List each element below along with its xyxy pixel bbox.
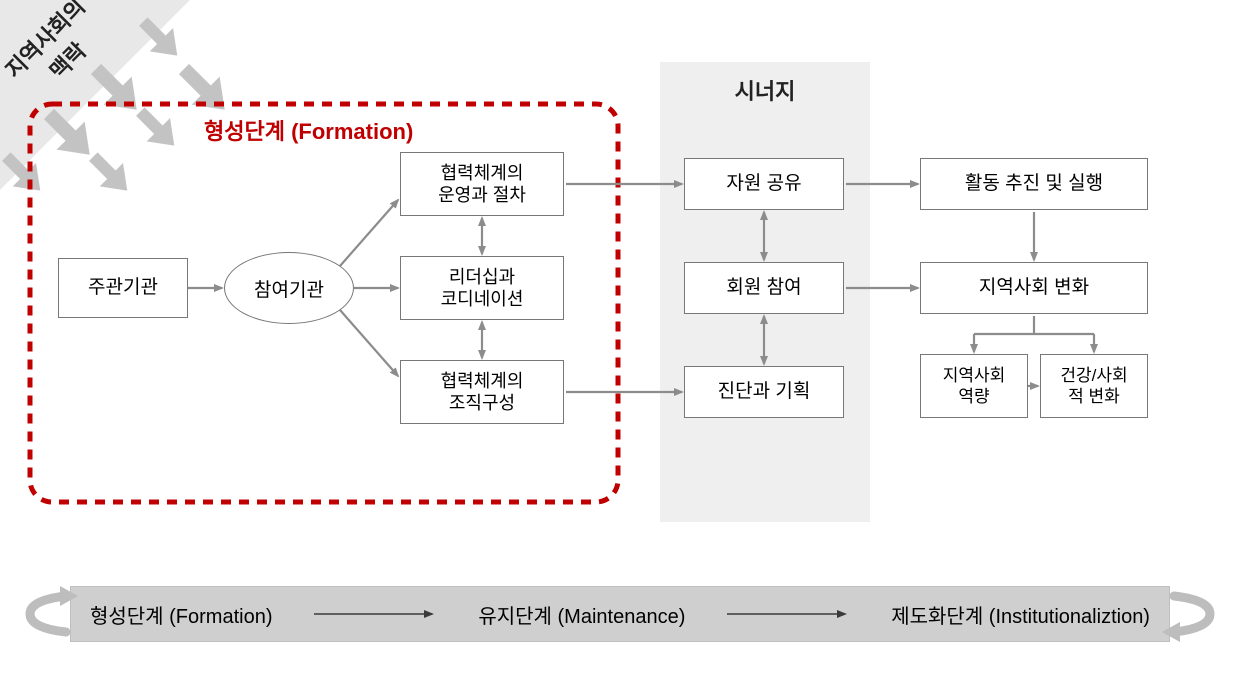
node-plan: 진단과 기획 bbox=[684, 366, 844, 418]
node-host-label: 주관기관 bbox=[88, 276, 158, 300]
stage-arrow-1 bbox=[310, 604, 440, 624]
node-partner-label: 참여기관 bbox=[254, 275, 324, 302]
stage-formation: 형성단계 (Formation) bbox=[90, 600, 273, 629]
node-org-l2: 조직구성 bbox=[449, 393, 515, 413]
stage-maintenance: 유지단계 (Maintenance) bbox=[478, 600, 685, 629]
node-plan-label: 진단과 기획 bbox=[718, 380, 811, 404]
corner-label: 지역사회의 맥락 bbox=[0, 0, 138, 131]
node-act: 활동 추진 및 실행 bbox=[920, 158, 1148, 210]
node-leader: 리더십과 코디네이션 bbox=[400, 256, 564, 320]
formation-outline bbox=[0, 0, 1252, 687]
node-share-label: 자원 공유 bbox=[726, 172, 801, 196]
node-health: 건강/사회 적 변화 bbox=[1040, 354, 1148, 418]
node-partner: 참여기관 bbox=[224, 252, 354, 324]
node-ops-l2: 운영과 절차 bbox=[438, 185, 526, 205]
node-leader-l1: 리더십과 bbox=[449, 267, 515, 287]
stage-arrow-2 bbox=[723, 604, 853, 624]
node-capacity-l2: 역량 bbox=[958, 387, 989, 406]
node-ops-l1: 협력체계의 bbox=[441, 163, 524, 183]
node-org: 협력체계의 조직구성 bbox=[400, 360, 564, 424]
node-capacity: 지역사회 역량 bbox=[920, 354, 1028, 418]
arrows-layer bbox=[0, 0, 1252, 687]
formation-title: 형성단계 (Formation) bbox=[204, 114, 413, 146]
node-member: 회원 참여 bbox=[684, 262, 844, 314]
synergy-title: 시너지 bbox=[660, 74, 870, 106]
node-health-l2: 적 변화 bbox=[1068, 387, 1120, 406]
node-leader-l2: 코디네이션 bbox=[441, 289, 524, 309]
node-member-label: 회원 참여 bbox=[726, 276, 801, 300]
node-capacity-l1: 지역사회 bbox=[943, 366, 1006, 385]
node-change-label: 지역사회 변화 bbox=[979, 276, 1089, 300]
node-host: 주관기관 bbox=[58, 258, 188, 318]
node-ops: 협력체계의 운영과 절차 bbox=[400, 152, 564, 216]
node-org-l1: 협력체계의 bbox=[441, 371, 524, 391]
stage-bar: 형성단계 (Formation) 유지단계 (Maintenance) 제도화단… bbox=[70, 586, 1170, 642]
node-act-label: 활동 추진 및 실행 bbox=[965, 172, 1103, 196]
node-share: 자원 공유 bbox=[684, 158, 844, 210]
node-change: 지역사회 변화 bbox=[920, 262, 1148, 314]
stage-institutionalization: 제도화단계 (Institutionaliztion) bbox=[891, 600, 1150, 629]
stage-curve-arrows bbox=[0, 0, 1252, 687]
node-health-l1: 건강/사회 bbox=[1060, 366, 1127, 385]
